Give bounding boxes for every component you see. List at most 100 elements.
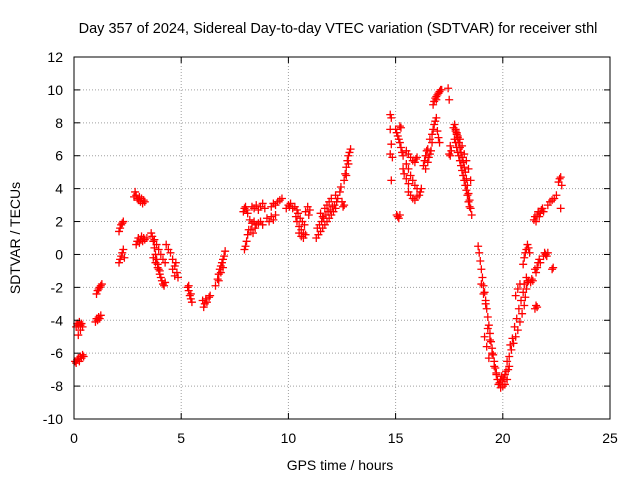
data-point	[426, 146, 435, 155]
data-point	[156, 250, 165, 259]
data-point	[477, 280, 486, 289]
data-point	[515, 280, 524, 289]
data-point	[533, 303, 542, 312]
data-point	[241, 242, 250, 251]
data-point	[243, 209, 252, 218]
data-point	[406, 171, 415, 180]
data-point	[395, 210, 404, 219]
data-point	[455, 135, 464, 144]
data-point	[387, 176, 396, 185]
data-point	[286, 199, 295, 208]
data-point	[491, 363, 500, 372]
data-point	[518, 309, 527, 318]
data-point	[510, 322, 519, 331]
data-point	[536, 258, 545, 267]
data-point	[340, 176, 349, 185]
data-point	[413, 153, 422, 162]
data-point	[459, 171, 468, 180]
data-point	[97, 280, 106, 289]
x-tick-label: 15	[388, 430, 404, 446]
data-point	[305, 206, 314, 215]
data-point	[434, 133, 443, 142]
data-point	[96, 311, 105, 320]
data-point	[340, 201, 349, 210]
data-point	[387, 113, 396, 122]
data-point	[386, 150, 395, 159]
data-point	[258, 199, 267, 208]
data-point	[168, 265, 177, 274]
data-point	[333, 194, 342, 203]
y-tick-label: -2	[51, 279, 64, 295]
data-point	[300, 220, 309, 229]
data-point	[432, 95, 441, 104]
data-point	[260, 204, 269, 213]
data-point	[408, 176, 417, 185]
data-point	[466, 204, 475, 213]
data-point	[532, 268, 541, 277]
data-point	[456, 161, 465, 170]
data-point	[399, 151, 408, 160]
data-point	[214, 276, 223, 285]
data-point	[299, 234, 308, 242]
data-point	[482, 304, 491, 313]
data-point	[514, 304, 523, 313]
data-point	[395, 138, 404, 147]
data-point	[481, 299, 490, 308]
data-point	[161, 258, 170, 267]
y-tick-label: -6	[51, 345, 64, 361]
data-point	[221, 247, 230, 256]
data-point	[433, 127, 442, 136]
data-point	[166, 248, 175, 257]
data-point	[304, 210, 313, 219]
data-point	[452, 143, 461, 152]
data-point	[446, 141, 455, 150]
data-point	[474, 242, 483, 251]
data-point	[140, 197, 149, 206]
data-point	[251, 224, 260, 233]
data-point	[465, 202, 474, 211]
data-point	[429, 125, 438, 134]
data-point	[96, 281, 105, 290]
data-point	[520, 253, 529, 262]
data-point	[508, 334, 517, 343]
data-point	[396, 143, 405, 152]
data-point	[507, 345, 516, 354]
data-point	[478, 273, 487, 282]
data-point	[487, 337, 496, 346]
data-point	[480, 288, 489, 297]
data-point	[477, 265, 486, 274]
data-point	[154, 245, 163, 254]
data-point	[404, 164, 413, 173]
data-point	[79, 352, 88, 361]
data-point	[118, 219, 127, 228]
data-point	[437, 85, 446, 94]
data-point	[549, 263, 558, 272]
data-point	[341, 169, 350, 178]
data-point	[505, 362, 514, 371]
data-point	[482, 342, 491, 351]
data-point	[170, 271, 179, 280]
data-point	[400, 169, 409, 178]
y-tick-label: 0	[55, 246, 63, 262]
y-tick-label: 8	[55, 115, 63, 131]
data-point	[404, 179, 413, 188]
data-point	[184, 281, 193, 290]
data-point	[464, 197, 473, 206]
data-point	[211, 281, 220, 290]
data-point	[557, 181, 566, 190]
data-point	[344, 159, 353, 168]
data-point	[489, 350, 498, 359]
axis-ticks: 0 5 10 15 20 25 -10 -8 -6 -4 -2 0 2 4 6 8 10 12	[43, 49, 618, 446]
y-tick-label: -10	[43, 411, 63, 427]
data-point	[417, 184, 426, 193]
data-point	[520, 301, 529, 310]
data-point	[428, 130, 437, 139]
data-point	[556, 204, 565, 213]
data-point	[524, 243, 533, 252]
data-point	[336, 182, 345, 191]
data-point	[490, 362, 499, 371]
data-point	[396, 123, 405, 132]
data-point	[500, 380, 509, 389]
data-point	[462, 156, 471, 165]
data-point	[555, 174, 564, 183]
